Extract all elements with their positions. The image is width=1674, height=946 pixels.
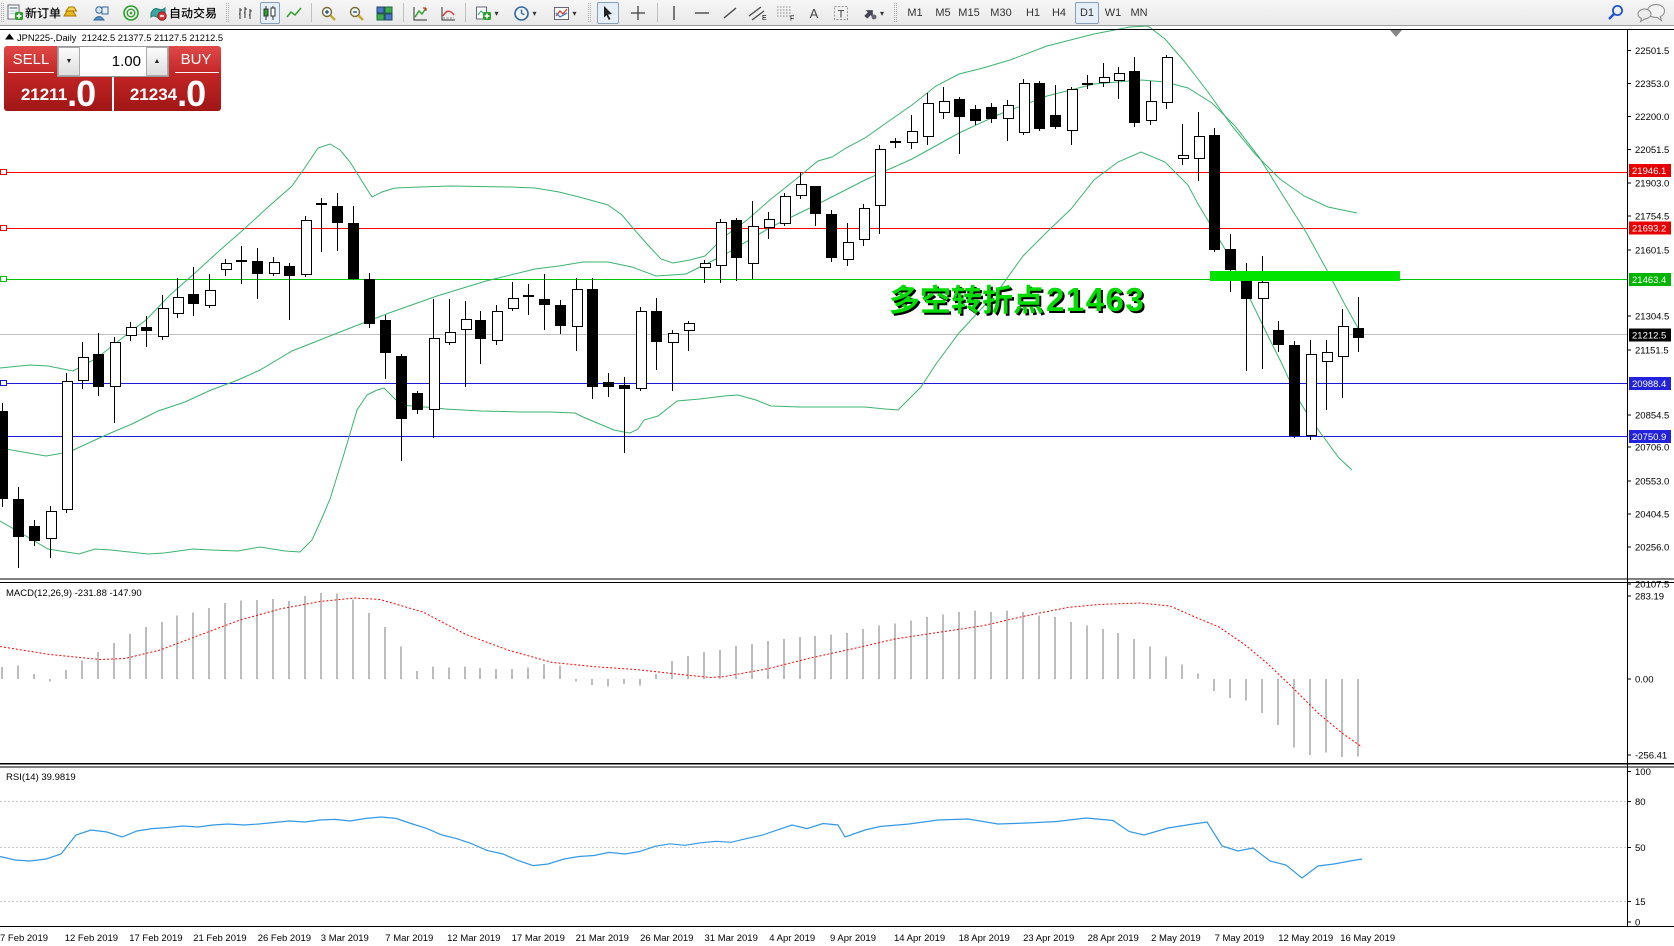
svg-text:12 May 2019: 12 May 2019 [1278,933,1333,944]
svg-text:21151.5: 21151.5 [1635,346,1669,357]
svg-text:21946.1: 21946.1 [1632,166,1666,177]
svg-text:15: 15 [1635,897,1646,908]
svg-text:2 May 2019: 2 May 2019 [1151,933,1201,944]
svg-text:100: 100 [1635,767,1651,778]
svg-text:80: 80 [1635,797,1646,808]
svg-text:22051.5: 22051.5 [1635,145,1669,156]
svg-text:50: 50 [1635,843,1646,854]
svg-text:E: E [762,15,767,21]
svg-text:21754.5: 21754.5 [1635,212,1669,223]
svg-text:A: A [810,6,819,21]
svg-text:22353.0: 22353.0 [1635,79,1669,90]
svg-text:17 Mar 2019: 17 Mar 2019 [512,933,565,944]
svg-text:21463.4: 21463.4 [1632,275,1666,286]
svg-text:20854.5: 20854.5 [1635,411,1669,422]
svg-text:21601.5: 21601.5 [1635,246,1669,257]
svg-text:12 Mar 2019: 12 Mar 2019 [447,933,500,944]
svg-text:21 Mar 2019: 21 Mar 2019 [576,933,629,944]
svg-text:21903.0: 21903.0 [1635,179,1669,190]
svg-text:22200.0: 22200.0 [1635,112,1669,123]
svg-text:16 May 2019: 16 May 2019 [1340,933,1395,944]
svg-text:21693.2: 21693.2 [1632,224,1666,235]
svg-text:21304.5: 21304.5 [1635,312,1669,323]
svg-text:26 Mar 2019: 26 Mar 2019 [640,933,693,944]
svg-text:0: 0 [1635,918,1640,929]
svg-text:F: F [790,16,794,22]
svg-text:21212.5: 21212.5 [1632,331,1666,342]
svg-text:20988.4: 20988.4 [1632,379,1666,390]
svg-text:3 Mar 2019: 3 Mar 2019 [321,933,369,944]
svg-text:7 Feb 2019: 7 Feb 2019 [0,933,48,944]
svg-text:-256.41: -256.41 [1635,751,1667,762]
svg-text:20256.0: 20256.0 [1635,543,1669,554]
svg-text:21463: 21463 [1046,281,1145,318]
svg-text:0.00: 0.00 [1635,675,1654,686]
svg-text:21463: 21463 [1048,283,1147,320]
svg-text:22501.5: 22501.5 [1635,46,1669,57]
svg-text:MACD(12,26,9) -231.88 -147.90: MACD(12,26,9) -231.88 -147.90 [6,588,142,599]
svg-text:JPN225-,Daily 21242.5 21377.5: JPN225-,Daily 21242.5 21377.5 21127.5 21… [17,33,223,43]
svg-text:283.19: 283.19 [1635,592,1664,603]
svg-text:9 Apr 2019: 9 Apr 2019 [830,933,876,944]
svg-text:17 Feb 2019: 17 Feb 2019 [129,933,182,944]
svg-text:18 Apr 2019: 18 Apr 2019 [959,933,1010,944]
svg-text:20107.5: 20107.5 [1635,580,1669,591]
svg-text:23 Apr 2019: 23 Apr 2019 [1023,933,1074,944]
svg-text:20706.0: 20706.0 [1635,443,1669,454]
svg-text:20553.0: 20553.0 [1635,477,1669,488]
svg-text:26 Feb 2019: 26 Feb 2019 [258,933,311,944]
svg-text:20404.5: 20404.5 [1635,510,1669,521]
svg-text:4 Apr 2019: 4 Apr 2019 [769,933,815,944]
svg-text:7 Mar 2019: 7 Mar 2019 [385,933,433,944]
svg-text:31 Mar 2019: 31 Mar 2019 [705,933,758,944]
svg-text:20750.9: 20750.9 [1632,432,1666,443]
svg-text:RSI(14) 39.9819: RSI(14) 39.9819 [6,772,76,783]
svg-text:14 Apr 2019: 14 Apr 2019 [894,933,945,944]
svg-text:T: T [838,9,845,21]
svg-text:7 May 2019: 7 May 2019 [1215,933,1265,944]
svg-text:21 Feb 2019: 21 Feb 2019 [193,933,246,944]
svg-text:28 Apr 2019: 28 Apr 2019 [1088,933,1139,944]
svg-text:12 Feb 2019: 12 Feb 2019 [65,933,118,944]
